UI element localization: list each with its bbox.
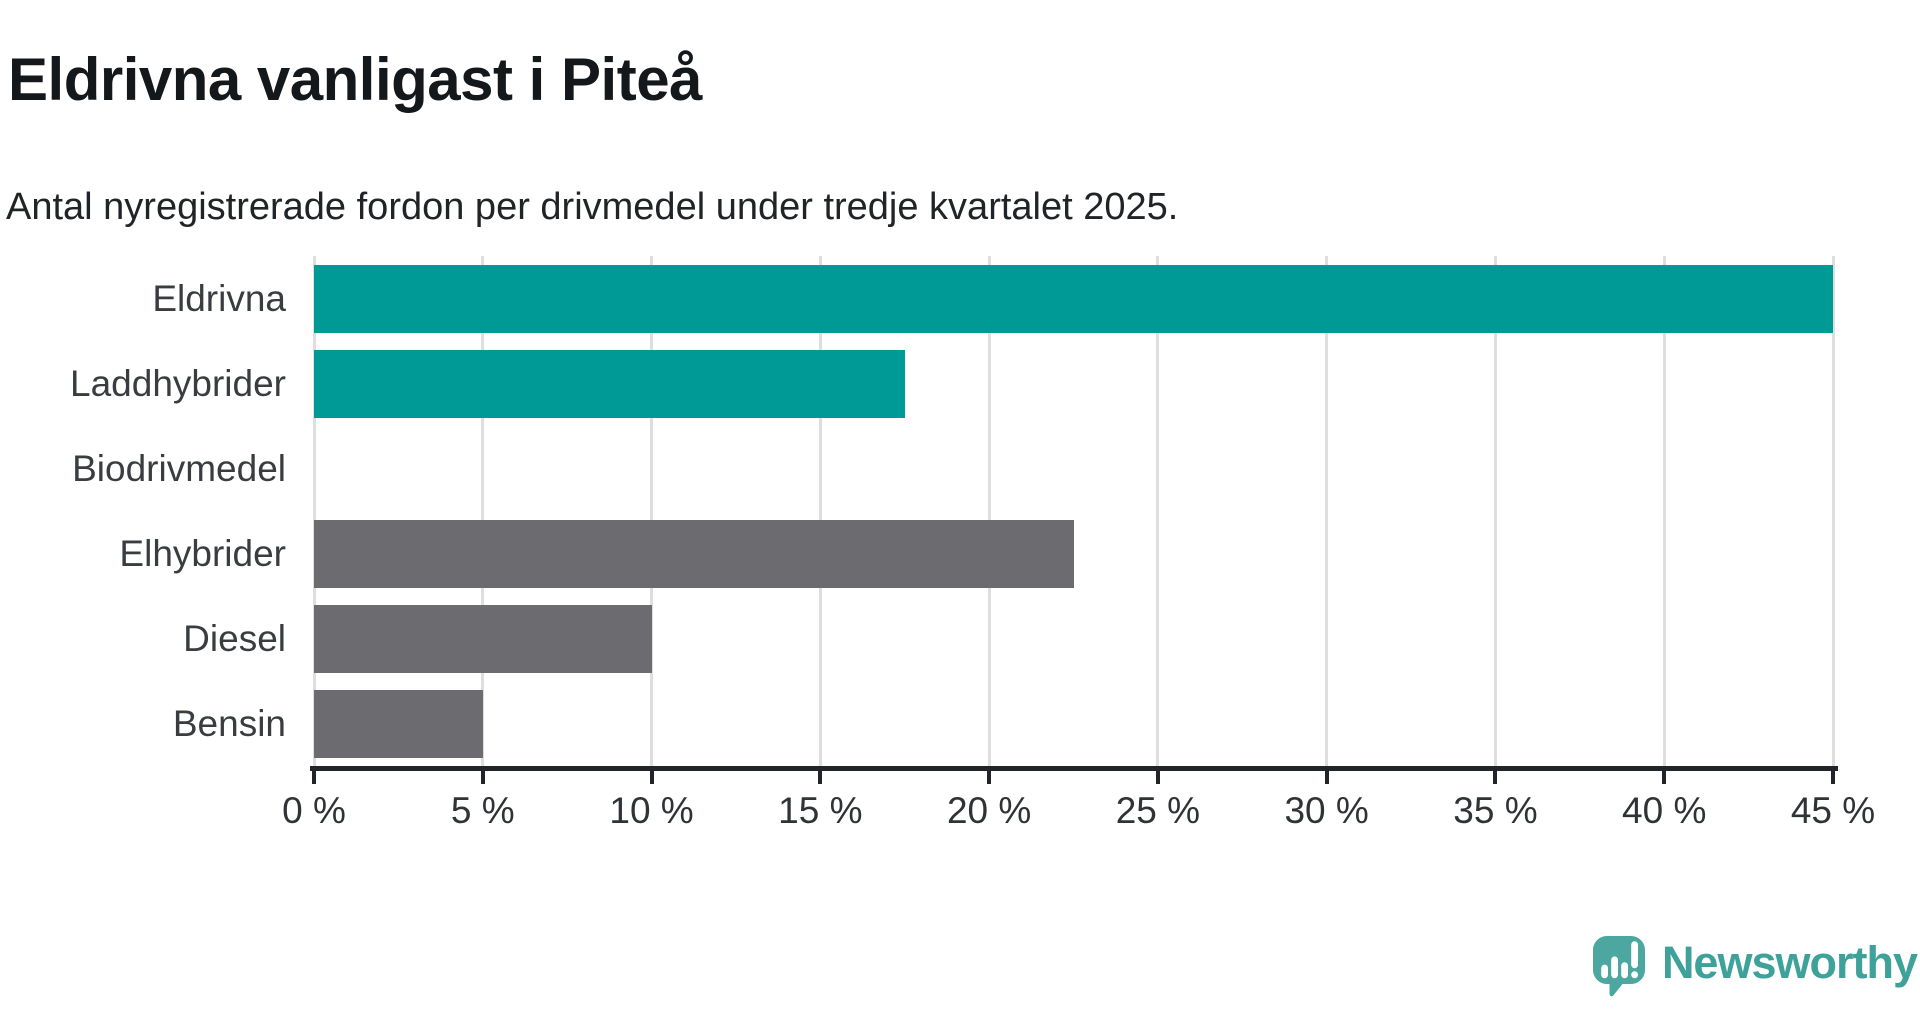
logo-bar-tall [1611, 956, 1618, 979]
gridline-15 [818, 256, 822, 766]
category-label-bensin: Bensin [172, 702, 286, 744]
gridline-30 [1325, 256, 1329, 766]
x-axis-tick-25 [1155, 766, 1160, 784]
bar-eldrivna [314, 264, 1833, 333]
x-axis-tick-40 [1662, 766, 1667, 784]
bar-bensin [314, 689, 483, 758]
newsworthy-logo-text: Newsworthy [1661, 937, 1918, 988]
x-axis-tick-0 [312, 766, 316, 784]
gridline-10 [650, 256, 654, 766]
gridline-45 [1831, 256, 1835, 766]
category-label-laddhybrider: Laddhybrider [70, 362, 286, 404]
gridline-35 [1493, 256, 1497, 766]
x-axis-tick-label-15: 15 % [778, 790, 863, 831]
category-label-diesel: Diesel [183, 617, 286, 659]
x-axis-tick-label-10: 10 % [609, 790, 694, 831]
newsworthy-logo-icon [1592, 936, 1645, 997]
x-axis-tick-45 [1831, 766, 1835, 784]
x-axis-tick-30 [1324, 766, 1329, 784]
x-axis-tick-label-5: 5 % [450, 790, 515, 831]
logo-bar-small [1601, 964, 1608, 979]
newsworthy-logo: Newsworthy [1592, 932, 1918, 1002]
x-axis-tick-label-0: 0 % [282, 790, 346, 831]
gridline-40 [1662, 256, 1666, 766]
logo-bar-medium [1621, 962, 1628, 979]
category-label-biodrivmedel: Biodrivmedel [72, 447, 286, 489]
gridline-0 [312, 256, 316, 766]
x-axis-tick-label-45: 45 % [1790, 790, 1876, 831]
x-axis-tick-35 [1493, 766, 1498, 784]
x-axis-tick-label-40: 40 % [1622, 790, 1707, 831]
logo-exclamation-dot [1631, 971, 1638, 979]
chart-title: Eldrivna vanligast i Piteå [8, 46, 702, 114]
x-axis-tick-label-25: 25 % [1115, 790, 1201, 831]
gridline-25 [1156, 256, 1160, 766]
x-axis-tick-5 [480, 766, 485, 784]
x-axis-line [310, 766, 1838, 771]
gridline-5 [481, 256, 485, 766]
x-axis-tick-label-30: 30 % [1284, 790, 1369, 831]
x-axis-tick-10 [649, 766, 654, 784]
chart-subtitle: Antal nyregistrerade fordon per drivmede… [6, 186, 1179, 228]
x-axis-tick-label-35: 35 % [1453, 790, 1538, 831]
x-axis-tick-label-20: 20 % [946, 790, 1032, 831]
bar-laddhybrider [314, 349, 905, 418]
logo-exclamation-stem [1631, 941, 1638, 969]
bar-elhybrider [314, 519, 1074, 588]
x-axis-tick-15 [818, 766, 823, 784]
bar-diesel [314, 604, 652, 673]
gridline-20 [987, 256, 991, 766]
x-axis-tick-20 [987, 766, 992, 784]
category-label-elhybrider: Elhybrider [119, 532, 286, 574]
category-label-eldrivna: Eldrivna [152, 277, 286, 319]
